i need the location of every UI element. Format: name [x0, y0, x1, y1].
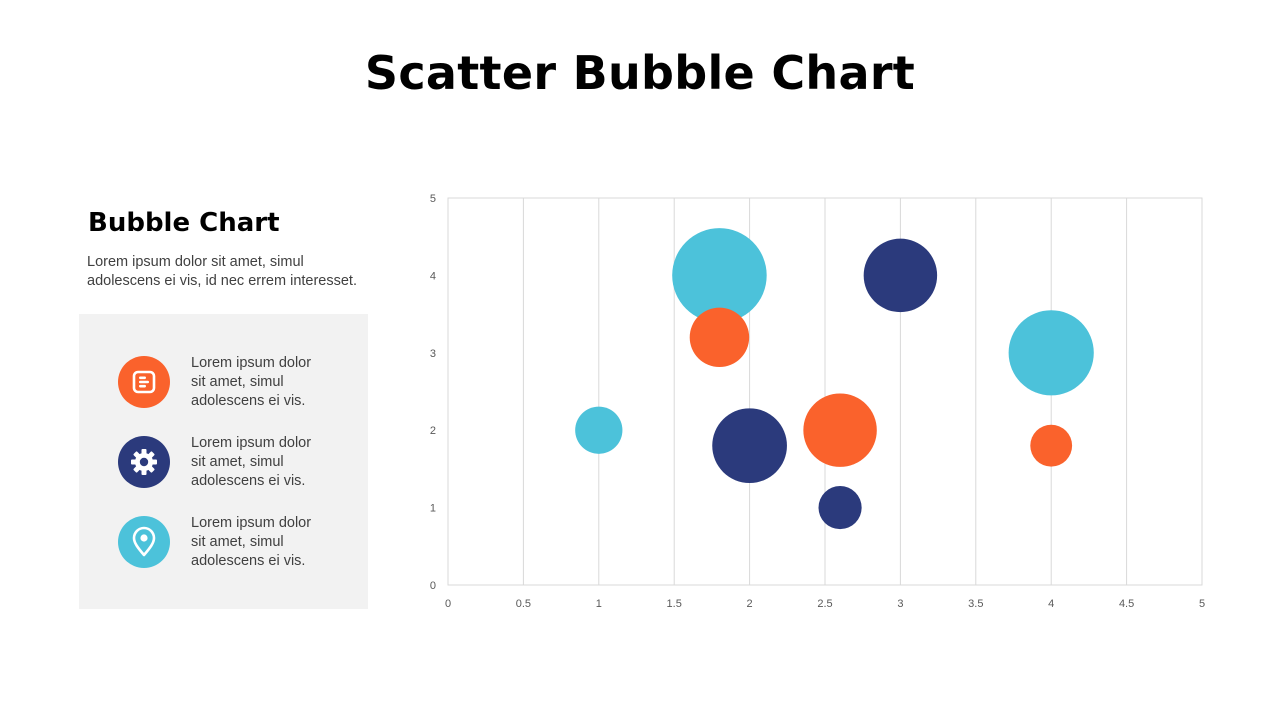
- bubble-point: [712, 408, 787, 484]
- x-tick-label: 5: [1199, 598, 1205, 610]
- x-tick-label: 2: [747, 598, 753, 610]
- bubble-point: [818, 486, 862, 530]
- bubble-point: [863, 238, 938, 313]
- y-tick-label: 4: [430, 270, 436, 282]
- chart-tick-labels: 0 0.5 1 1.5 2 2.5 3 3.5 4 4.5 5 0 1 2 3 4 5: [430, 193, 1205, 610]
- feature-text: Lorem ipsum dolor sit amet, simul adoles…: [191, 515, 312, 569]
- feature-item-3: Lorem ipsum dolor sit amet, simul adoles…: [79, 514, 368, 574]
- bubble-point: [575, 406, 623, 454]
- sidebar-description: Lorem ipsum dolor sit amet, simul adoles…: [87, 254, 357, 289]
- chart-bubbles: [575, 228, 1094, 530]
- page-title: Scatter Bubble Chart: [364, 46, 916, 100]
- x-tick-label: 0: [445, 598, 451, 610]
- feature-icon-circle: [118, 516, 170, 568]
- feature-item-2: Lorem ipsum dolor sit amet, simul adoles…: [79, 434, 368, 494]
- feature-icon-circle: [118, 356, 170, 408]
- feature-panel: Lorem ipsum dolor sit amet, simul adoles…: [79, 314, 368, 609]
- location-pin-icon: [132, 526, 156, 557]
- x-tick-label: 1: [596, 598, 602, 610]
- bubble-chart: 0 0.5 1 1.5 2 2.5 3 3.5 4 4.5 5 0 1 2 3 4 5: [430, 193, 1205, 610]
- x-tick-label: 2.5: [817, 598, 832, 610]
- x-tick-label: 3: [897, 598, 903, 610]
- bubble-point: [672, 228, 767, 323]
- chart-grid: [447, 197, 1203, 586]
- bubble-point: [1030, 424, 1073, 467]
- y-tick-label: 0: [430, 580, 436, 592]
- feature-text: Lorem ipsum dolor sit amet, simul adoles…: [191, 435, 312, 489]
- x-tick-label: 3.5: [968, 598, 983, 610]
- feature-text: Lorem ipsum dolor sit amet, simul adoles…: [191, 355, 312, 409]
- x-tick-label: 4.5: [1119, 598, 1134, 610]
- y-tick-label: 2: [430, 425, 436, 437]
- bubble-point: [803, 393, 877, 467]
- x-tick-label: 0.5: [516, 598, 531, 610]
- sidebar-heading: Bubble Chart: [88, 208, 280, 238]
- y-tick-label: 5: [430, 193, 436, 205]
- bubble-point: [1008, 310, 1094, 396]
- x-tick-label: 4: [1048, 598, 1054, 610]
- document-icon: [132, 370, 156, 394]
- feature-icon-circle: [118, 436, 170, 488]
- x-tick-label: 1.5: [667, 598, 682, 610]
- y-tick-label: 1: [430, 503, 436, 515]
- bubble-point: [689, 307, 750, 368]
- gear-icon: [131, 449, 157, 475]
- feature-item-1: Lorem ipsum dolor sit amet, simul adoles…: [79, 354, 368, 414]
- y-tick-label: 3: [430, 348, 436, 360]
